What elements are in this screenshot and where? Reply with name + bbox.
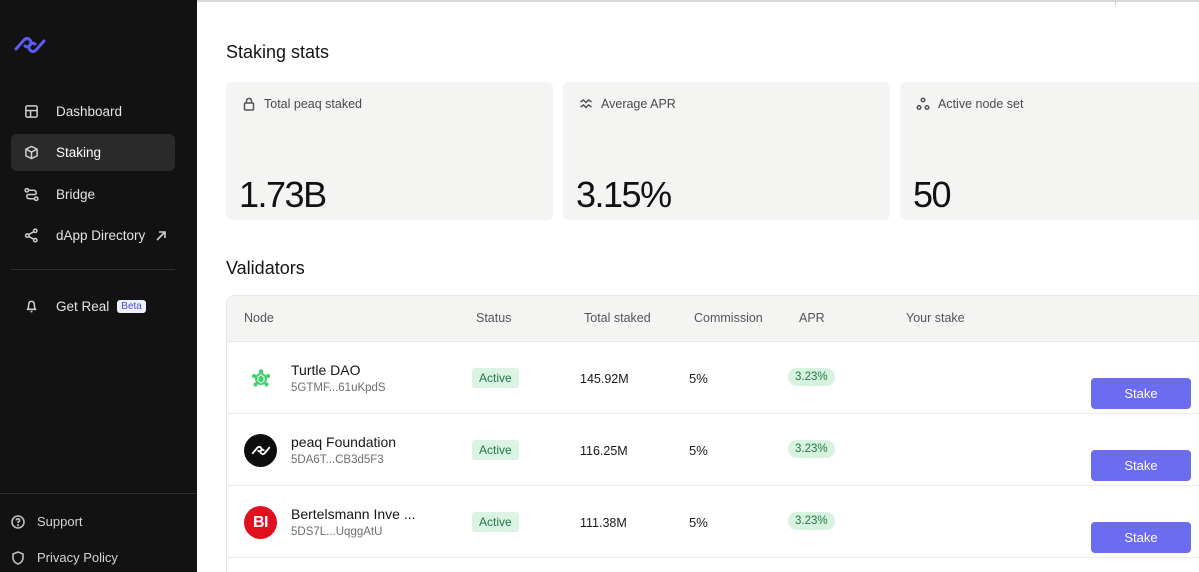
peaq-logo-icon: [244, 434, 277, 467]
stat-label-text: Total peaq staked: [264, 97, 362, 111]
status-badge: Active: [472, 512, 519, 532]
external-link-icon: [155, 230, 167, 242]
stat-value: 50: [913, 174, 952, 215]
node-address: 5DS7L...UqggAtU: [291, 526, 383, 538]
commission: 5%: [689, 371, 708, 386]
validators-table: Node Status Total staked Commission APR …: [226, 295, 1199, 572]
stat-label: Average APR: [579, 97, 676, 111]
sidebar-item-label: Bridge: [56, 187, 96, 202]
stat-card-active-node-set: Active node set 50: [900, 82, 1199, 220]
top-divider-tick: [1115, 0, 1116, 5]
nodes-icon: [916, 97, 930, 111]
node-name: peaq Foundation: [291, 434, 397, 450]
trend-icon: [580, 99, 592, 109]
stat-label: Total peaq staked: [242, 97, 362, 111]
beta-badge: Beta: [117, 300, 146, 313]
shield-icon: [11, 550, 25, 565]
total-staked: 111.38M: [580, 516, 627, 530]
sidebar-item-staking[interactable]: Staking: [11, 134, 175, 171]
commission: 5%: [689, 443, 708, 458]
table-row[interactable]: Turtle DAO 5GTMF...61uKpdS Active 145.92…: [227, 342, 1199, 414]
column-header-node[interactable]: Node: [244, 311, 274, 325]
stat-value: 1.73B: [239, 174, 327, 215]
peaq-logo-icon[interactable]: [12, 34, 48, 56]
sidebar-item-label: Dashboard: [56, 104, 123, 119]
apr-badge: 3.23%: [788, 368, 835, 386]
lock-icon: [243, 97, 255, 111]
help-icon: [11, 514, 25, 529]
stat-label-text: Active node set: [938, 97, 1024, 111]
share-icon: [23, 228, 39, 244]
column-header-apr[interactable]: APR: [799, 311, 825, 325]
total-staked: 116.25M: [580, 444, 628, 458]
privacy-policy-link[interactable]: Privacy Policy: [11, 550, 118, 565]
stake-button[interactable]: Stake: [1091, 378, 1191, 409]
privacy-policy-label: Privacy Policy: [37, 550, 118, 565]
sidebar-item-label: dApp Directory: [56, 228, 146, 243]
table-row[interactable]: peaq Foundation 5DA6T...CB3d5F3 Active 1…: [227, 414, 1199, 486]
sidebar-item-dashboard[interactable]: Dashboard: [11, 93, 175, 130]
stake-button[interactable]: Stake: [1091, 522, 1191, 553]
validators-title: Validators: [226, 258, 305, 278]
column-header-total-staked[interactable]: Total staked: [584, 311, 651, 325]
cube-icon: [23, 145, 39, 161]
node-name: Bertelsmann Inve ...: [291, 506, 416, 522]
stat-card-average-apr: Average APR 3.15%: [563, 82, 890, 220]
commission: 5%: [689, 515, 708, 530]
turtle-icon: [244, 362, 277, 395]
dashboard-icon: [23, 104, 39, 120]
status-badge: Active: [472, 440, 519, 460]
status-badge: Active: [472, 368, 519, 388]
sidebar-item-label: Staking: [56, 145, 102, 160]
column-header-your-stake[interactable]: Your stake: [906, 311, 965, 325]
node-name: Turtle DAO: [291, 362, 361, 378]
node-address: 5DA6T...CB3d5F3: [291, 454, 384, 466]
sidebar-item-get-real[interactable]: Get Real Beta: [11, 288, 175, 325]
apr-badge: 3.23%: [788, 440, 835, 458]
top-border: [197, 0, 1199, 2]
stat-label: Active node set: [916, 97, 1023, 111]
node-address: 5GTMF...61uKpdS: [291, 382, 386, 394]
sidebar-item-dapp-directory[interactable]: dApp Directory: [11, 217, 175, 254]
support-label: Support: [37, 514, 83, 529]
table-header: Node Status Total staked Commission APR …: [227, 296, 1199, 342]
sidebar: Dashboard Staking Bridge dApp Directory: [0, 0, 197, 572]
sidebar-footer-divider: [0, 493, 197, 494]
stat-label-text: Average APR: [601, 97, 676, 111]
main-content: Staking stats Total peaq staked 1.73B Av…: [197, 0, 1199, 572]
bell-icon: [23, 299, 39, 315]
stat-card-total-staked: Total peaq staked 1.73B: [226, 82, 553, 220]
staking-stats-title: Staking stats: [226, 42, 330, 62]
sidebar-divider: [11, 269, 175, 270]
table-row[interactable]: BI Bertelsmann Inve ... 5DS7L...UqggAtU …: [227, 486, 1199, 558]
column-header-status[interactable]: Status: [476, 311, 512, 325]
bridge-icon: [23, 187, 39, 203]
total-staked: 145.92M: [580, 372, 629, 386]
sidebar-item-bridge[interactable]: Bridge: [11, 176, 175, 213]
apr-badge: 3.23%: [788, 512, 835, 530]
support-link[interactable]: Support: [11, 514, 83, 529]
stat-value: 3.15%: [576, 174, 672, 215]
sidebar-item-label: Get Real: [56, 299, 110, 314]
column-header-commission[interactable]: Commission: [694, 311, 763, 325]
stake-button[interactable]: Stake: [1091, 450, 1191, 481]
bi-logo-icon: BI: [244, 506, 277, 539]
